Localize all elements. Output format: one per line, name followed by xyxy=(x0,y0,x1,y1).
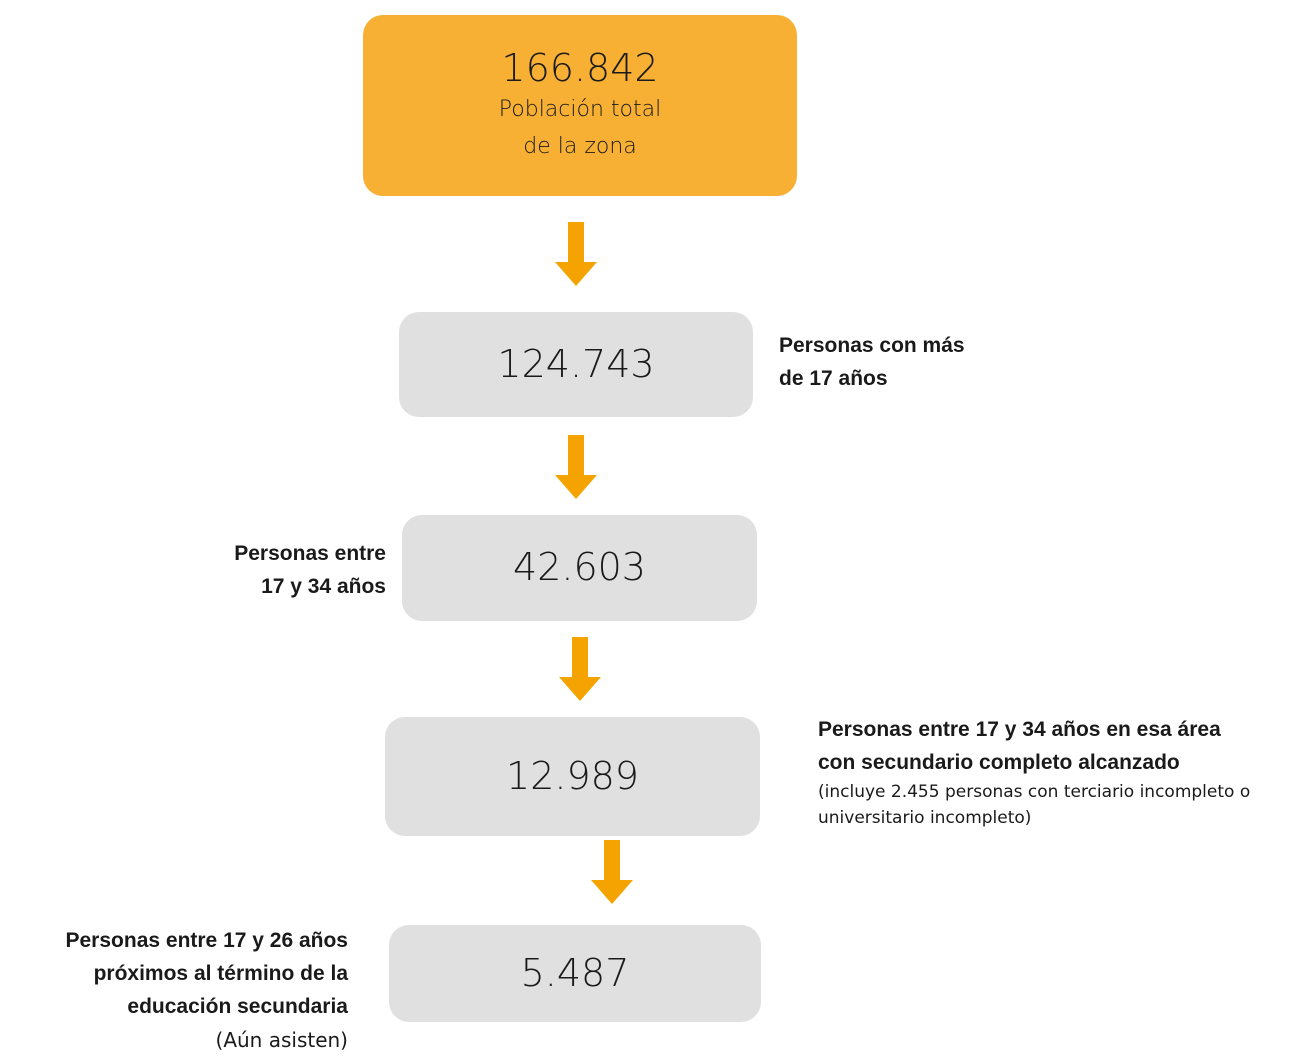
node-value: 124.743 xyxy=(497,341,655,386)
note-detail: (Aún asisten) xyxy=(215,1028,348,1052)
note-line: con secundario completo alcanzado xyxy=(818,751,1180,774)
node-label: de la zona xyxy=(523,134,637,160)
node-value: 42.603 xyxy=(513,545,646,590)
node-value: 166.842 xyxy=(501,45,659,90)
note-line: educación secundaria xyxy=(127,995,348,1018)
note-line: Personas entre 17 y 34 años en esa área xyxy=(818,718,1221,741)
note-detail: (incluye 2.455 personas con terciario in… xyxy=(818,782,1251,802)
node-value: 12.989 xyxy=(506,753,639,798)
node-box: 5.487 xyxy=(389,925,761,1022)
arrow xyxy=(591,840,633,904)
note-line: Personas entre 17 y 26 años xyxy=(65,929,349,952)
node-box: 42.603 xyxy=(402,515,757,621)
arrow xyxy=(555,222,597,286)
note-line: Personas con más xyxy=(779,334,965,357)
node-value: 5.487 xyxy=(520,950,630,995)
note-line: Personas entre xyxy=(234,542,386,565)
node-note: Personas entre 17 y 34 años xyxy=(234,537,386,603)
node-note: Personas entre 17 y 34 años en esa área … xyxy=(818,713,1250,831)
note-line: 17 y 34 años xyxy=(261,575,386,598)
arrow xyxy=(559,637,601,701)
node-box: 166.842 Población total de la zona xyxy=(363,15,797,196)
node-box: 12.989 xyxy=(385,717,760,836)
node-box: 124.743 xyxy=(399,312,753,417)
node-label: Población total xyxy=(498,97,662,123)
note-detail: universitario incompleto) xyxy=(818,808,1032,828)
note-line: de 17 años xyxy=(779,367,888,390)
note-line: próximos al término de la xyxy=(93,962,348,985)
arrow xyxy=(555,435,597,499)
node-note: Personas con más de 17 años xyxy=(779,329,965,395)
node-note: Personas entre 17 y 26 años próximos al … xyxy=(66,924,349,1057)
